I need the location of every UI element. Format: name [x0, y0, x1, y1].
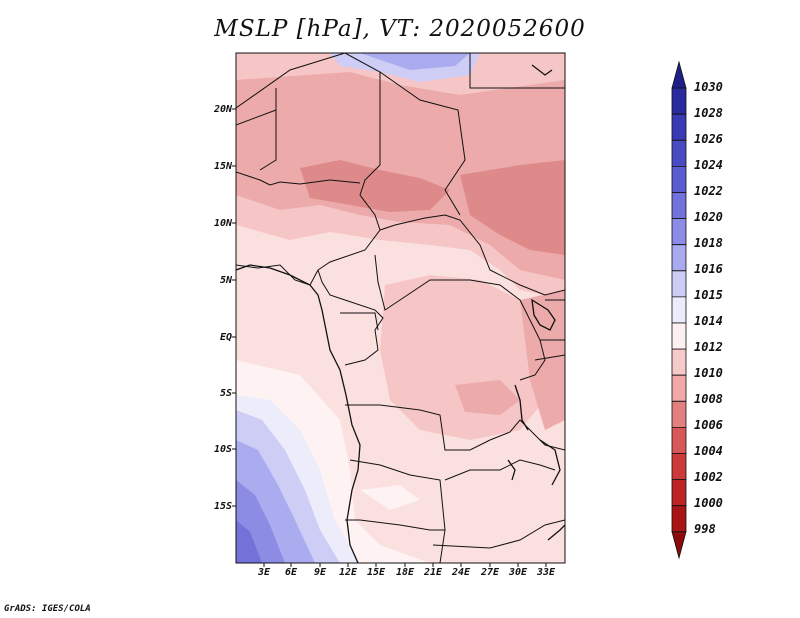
lon-label-30e: 30E: [508, 567, 528, 578]
colorbar-label: 1006: [694, 418, 723, 432]
country-borders: [236, 53, 565, 563]
colorbar-label: 1030: [694, 80, 723, 94]
lon-label-3e: 3E: [257, 567, 271, 578]
colorbar-label: 1000: [694, 496, 723, 510]
lat-label-10n: 10N: [213, 218, 232, 229]
plot-frame: [235, 52, 566, 564]
colorbar-label: 1020: [694, 210, 723, 224]
colorbar-swatch: [671, 505, 687, 533]
colorbar-label: 1015: [694, 288, 723, 302]
lat-label-5n: 5N: [219, 275, 232, 286]
colorbar-swatch: [671, 374, 687, 402]
colorbar-label: 1002: [694, 470, 723, 484]
colorbar-label: 1004: [694, 444, 723, 458]
colorbar: [671, 60, 687, 560]
field-north-high-core: [360, 53, 470, 70]
colorbar-label: 1012: [694, 340, 723, 354]
field-northeast-trough: [520, 290, 565, 430]
lon-label-21e: 21E: [423, 567, 443, 578]
lon-label-9e: 9E: [313, 567, 327, 578]
colorbar-swatch: [671, 192, 687, 219]
field-core-low-east: [460, 160, 565, 255]
lon-label-24e: 24E: [451, 567, 471, 578]
lat-label-eq: EQ: [219, 332, 232, 343]
colorbar-swatch: [671, 166, 687, 193]
colorbar-label: 1024: [694, 158, 723, 172]
colorbar-swatch: [671, 218, 687, 246]
colorbar-swatch: [671, 113, 687, 141]
field-1022: [236, 520, 262, 563]
lon-label-6e: 6E: [284, 567, 298, 578]
colorbar-swatch: [671, 87, 687, 115]
pressure-field: [236, 53, 565, 563]
colorbar-swatch: [671, 296, 687, 324]
colorbar-label: 1022: [694, 184, 723, 198]
lon-label-33e: 33E: [536, 567, 556, 578]
colorbar-label: 1028: [694, 106, 723, 120]
colorbar-swatch: [671, 139, 687, 167]
coastline: [236, 64, 565, 563]
lat-label-20n: 20N: [213, 104, 232, 115]
colorbar-swatch: [671, 322, 687, 350]
field-core-low: [300, 160, 450, 212]
colorbar-swatch: [671, 244, 687, 272]
lon-label-12e: 12E: [338, 567, 358, 578]
grads-credit: GrADS: IGES/COLA: [4, 604, 91, 614]
colorbar-swatch: [671, 453, 687, 480]
colorbar-label: 1026: [694, 132, 723, 146]
colorbar-swatch: [671, 270, 687, 298]
lat-label-15n: 15N: [213, 161, 232, 172]
field-1014-south: [360, 485, 420, 510]
lon-label-18e: 18E: [395, 567, 415, 578]
lat-label-5s: 5S: [219, 388, 232, 399]
colorbar-label: 1018: [694, 236, 723, 250]
field-basin-east: [455, 380, 520, 415]
colorbar-label: 998: [694, 522, 716, 536]
colorbar-label: 1014: [694, 314, 723, 328]
colorbar-swatch: [671, 531, 687, 560]
colorbar-label: 1010: [694, 366, 723, 380]
lon-label-15e: 15E: [366, 567, 386, 578]
axis-ticks: [232, 108, 547, 567]
colorbar-label: 1008: [694, 392, 723, 406]
colorbar-swatch: [671, 479, 687, 507]
chart-title: MSLP [hPa], VT: 2020052600: [214, 16, 586, 42]
lon-label-27e: 27E: [480, 567, 500, 578]
colorbar-swatch: [671, 427, 687, 454]
colorbar-swatch: [671, 60, 687, 89]
colorbar-swatch: [671, 348, 687, 376]
colorbar-swatch: [671, 400, 687, 428]
lat-label-15s: 15S: [213, 501, 232, 512]
colorbar-label: 1016: [694, 262, 723, 276]
lat-label-10s: 10S: [213, 444, 232, 455]
